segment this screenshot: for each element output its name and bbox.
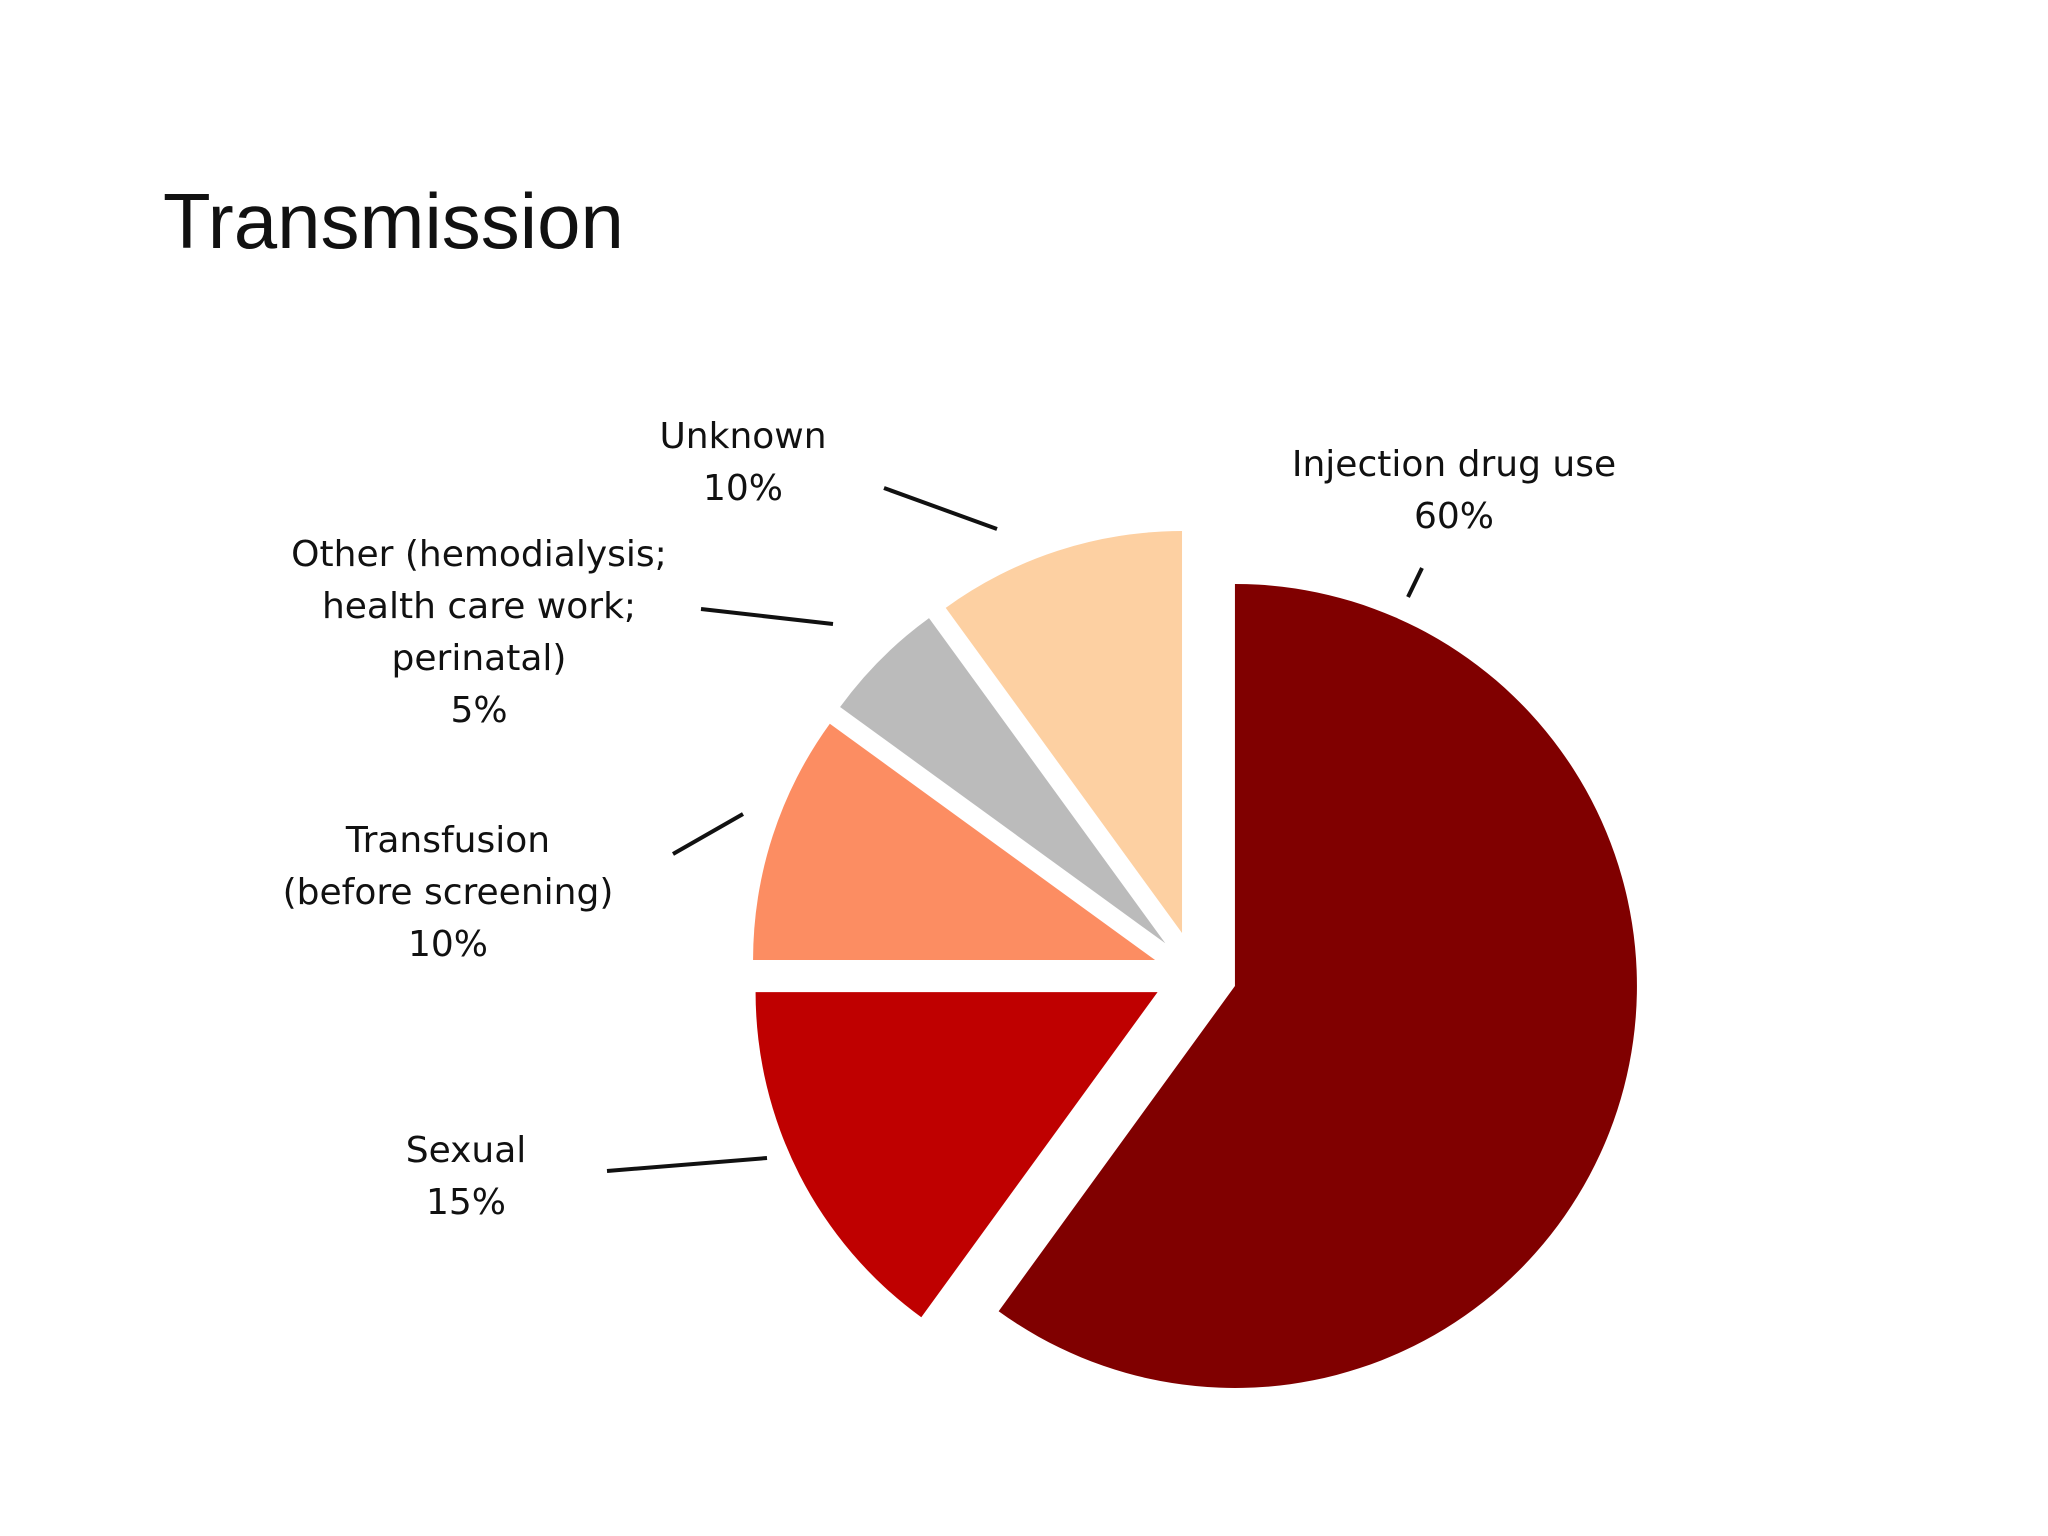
label-line: Injection drug use: [1292, 444, 1616, 485]
label-line: Transfusion: [345, 820, 550, 861]
slice-value-label: 10%: [703, 468, 783, 509]
slide-title: Transmission: [163, 177, 624, 265]
label-line: Unknown: [659, 416, 826, 457]
leader-line: [700, 607, 834, 626]
slice-label: Transfusion (before screening): [283, 820, 614, 913]
slice-label: Sexual: [406, 1130, 527, 1171]
slice-label: Unknown: [659, 416, 826, 457]
slice-value-label: 10%: [408, 924, 488, 965]
leader-line: [1406, 567, 1424, 598]
label-line: Other (hemodialysis;: [291, 534, 667, 575]
slice-value-label: 15%: [426, 1182, 506, 1223]
pie-slice: [945, 531, 1183, 934]
pie-slice: [755, 992, 1158, 1318]
slice-value-label: 5%: [450, 690, 507, 731]
pie-slice: [753, 723, 1156, 961]
slice-value-label: 60%: [1414, 496, 1494, 537]
slice-label: Other (hemodialysis; health care work; per…: [291, 534, 667, 679]
leader-line: [672, 812, 744, 856]
label-line: (before screening): [283, 872, 614, 913]
pie-slice: [840, 618, 1166, 944]
leader-line: [883, 486, 998, 531]
label-line: Sexual: [406, 1130, 527, 1171]
label-line: perinatal): [392, 638, 567, 679]
leader-line: [606, 1156, 768, 1173]
pie-slice: [998, 583, 1637, 1388]
slice-label: Injection drug use: [1292, 444, 1616, 485]
label-line: health care work;: [322, 586, 636, 627]
